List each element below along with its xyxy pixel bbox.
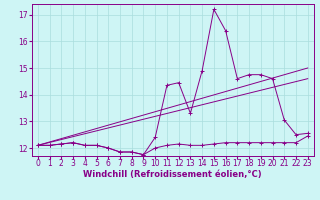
X-axis label: Windchill (Refroidissement éolien,°C): Windchill (Refroidissement éolien,°C) xyxy=(84,170,262,179)
